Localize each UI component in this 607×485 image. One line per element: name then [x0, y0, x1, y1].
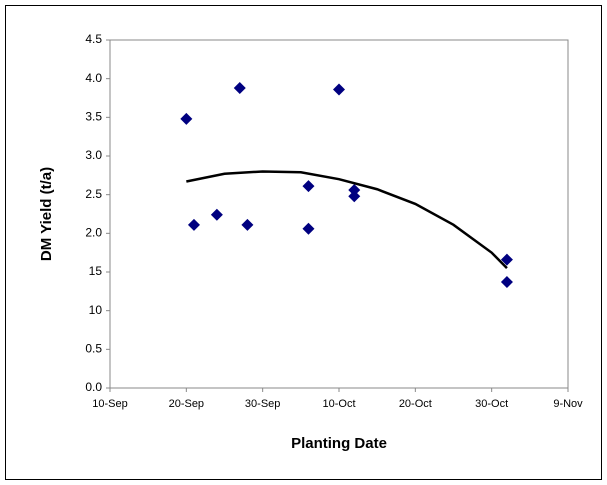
data-point — [180, 112, 193, 125]
y-tick-label: 15 — [89, 264, 103, 278]
data-point — [210, 208, 223, 221]
x-tick-label: 20-Oct — [399, 398, 432, 410]
y-tick-label: 0.0 — [85, 380, 102, 394]
y-tick-label: 2.0 — [85, 226, 102, 240]
data-point — [348, 190, 361, 203]
y-tick-label: 3.5 — [85, 110, 102, 124]
y-axis-title: DM Yield (t/a) — [38, 167, 55, 261]
plot-area — [109, 39, 569, 389]
x-tick-label: 20-Sep — [169, 398, 204, 410]
y-tick-label: 4.5 — [85, 32, 102, 46]
x-tick-label: 9-Nov — [553, 398, 583, 410]
x-tick-label: 10-Oct — [322, 398, 355, 410]
data-point — [500, 253, 513, 266]
x-tick-label: 10-Sep — [92, 398, 127, 410]
x-tick-label: 30-Oct — [475, 398, 508, 410]
y-tick-label: 2.5 — [85, 187, 102, 201]
data-point — [302, 180, 315, 193]
y-tick-label: 4.0 — [85, 71, 102, 85]
y-tick-label: 3.0 — [85, 148, 102, 162]
trend-line — [186, 170, 508, 270]
data-point — [302, 222, 315, 235]
y-tick-label: 0.5 — [85, 342, 102, 356]
x-axis-title: Planting Date — [291, 435, 387, 452]
data-point — [241, 218, 254, 231]
data-point — [500, 276, 513, 289]
data-point — [348, 184, 361, 197]
x-tick-label: 30-Sep — [245, 398, 280, 410]
data-point — [333, 83, 345, 96]
y-tick-label: 10 — [89, 303, 103, 317]
data-point — [187, 218, 200, 231]
data-point — [233, 81, 246, 94]
